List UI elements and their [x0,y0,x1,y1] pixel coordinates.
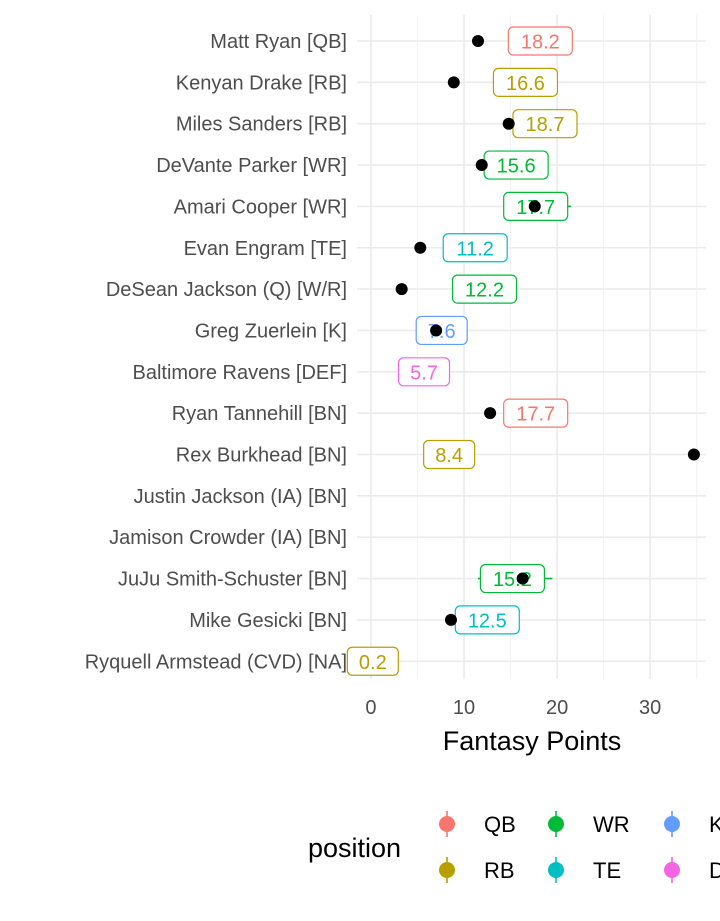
legend-entry-label: QB [484,812,516,837]
x-tick-label: 30 [639,697,661,719]
projected-label-box [479,563,546,594]
actual-points-dot [687,448,700,461]
x-axis-tick-labels: 0 10 20 30 [365,697,661,719]
actual-points-dot [528,200,541,213]
legend-key-dot [548,862,564,878]
player-name-label: Matt Ryan [QB] [210,31,347,53]
legend-entry-label: TE [593,858,621,883]
projected-label-box [346,646,399,676]
legend-entry-label: RB [484,858,515,883]
projected-value-label: 12.2 [465,280,504,302]
x-tick-label: 20 [546,697,568,719]
actual-points-dot [430,324,443,337]
legend-key-dot [664,816,680,832]
player-name-label: Baltimore Ravens [DEF] [132,362,347,384]
legend-entry-label: WR [593,812,630,837]
projected-label-box [423,439,476,470]
chart-marks: 18.216.618.715.617.711.212.27.65.717.78.… [346,26,700,676]
player-name-label: Jamison Crowder (IA) [BN] [109,527,347,549]
projected-value-label: 0.2 [359,652,387,674]
player-name-label: Justin Jackson (IA) [BN] [134,486,347,508]
projected-label-box [442,233,508,263]
x-tick-label: 10 [453,697,475,719]
projected-value-label: 18.2 [521,32,560,54]
legend-key-dot [439,862,455,878]
player-name-labels: Matt Ryan [QB] Kenyan Drake [RB] Miles San… [85,31,347,673]
player-name-label: Rex Burkhead [BN] [176,445,347,467]
player-name-label: Ryan Tannehill [BN] [172,403,347,425]
player-name-label: Miles Sanders [RB] [176,114,347,136]
player-name-label: Kenyan Drake [RB] [176,72,347,94]
actual-points-dot [447,76,460,89]
projected-value-label: 16.6 [506,73,545,95]
legend: position QB RB WR TE K DEF [308,811,720,883]
projected-value-label: 12.5 [468,610,507,632]
x-tick-label: 0 [365,697,376,719]
legend-key-dot [548,816,564,832]
legend-entry-label: K [709,812,720,837]
projected-value-label: 17.7 [516,404,555,426]
projected-value-label: 15.6 [497,156,536,178]
player-name-label: Mike Gesicki [BN] [189,610,347,632]
projected-value-label: 18.7 [526,114,565,136]
player-name-label: Greg Zuerlein [K] [195,320,347,342]
actual-points-dot [471,35,484,47]
actual-points-dot [414,241,427,254]
legend-key-dot [664,862,680,878]
projected-label-box [492,67,559,97]
projected-label-box [507,26,573,56]
player-name-label: Ryquell Armstead (CVD) [NA] [85,651,347,673]
legend-title: position [308,833,401,863]
legend-entry-label: DEF [709,858,720,883]
projected-label-box [503,398,569,428]
player-name-label: Amari Cooper [WR] [174,196,347,218]
projected-label-box [451,274,518,304]
projected-label-box [397,357,451,387]
projected-value-label: 5.7 [410,362,438,384]
projected-value-label: 8.4 [435,445,463,467]
projected-value-label: 11.2 [456,238,493,260]
player-name-label: JuJu Smith-Schuster [BN] [118,569,347,591]
player-name-label: DeVante Parker [WR] [156,155,347,177]
actual-points-dot [395,283,408,296]
actual-points-dot [516,572,529,585]
player-name-label: Evan Engram [TE] [184,238,347,260]
legend-key-dot [439,816,455,832]
actual-points-dot [484,407,497,420]
player-name-label: DeSean Jackson (Q) [W/R] [106,279,347,301]
actual-points-dot [475,159,488,172]
actual-points-dot [444,613,457,626]
actual-points-dot [502,117,515,130]
x-axis-title: Fantasy Points [443,726,622,756]
